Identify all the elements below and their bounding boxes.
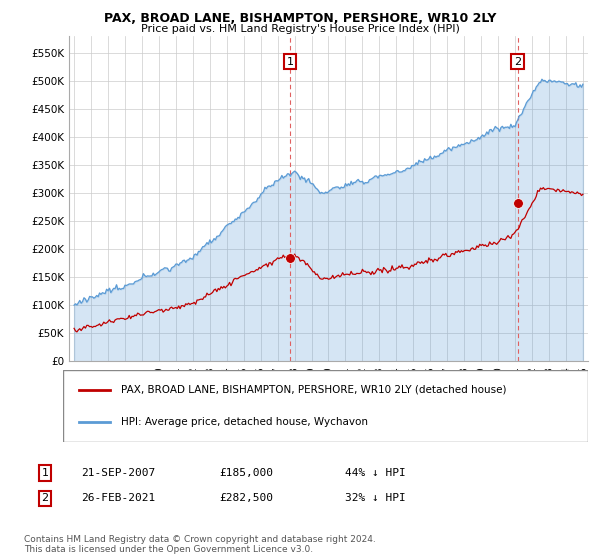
Text: 1: 1 (286, 57, 293, 67)
Text: Contains HM Land Registry data © Crown copyright and database right 2024.
This d: Contains HM Land Registry data © Crown c… (24, 535, 376, 554)
FancyBboxPatch shape (63, 370, 588, 442)
Text: PAX, BROAD LANE, BISHAMPTON, PERSHORE, WR10 2LY (detached house): PAX, BROAD LANE, BISHAMPTON, PERSHORE, W… (121, 385, 506, 395)
Text: 26-FEB-2021: 26-FEB-2021 (81, 493, 155, 503)
Text: 2: 2 (41, 493, 49, 503)
Text: 32% ↓ HPI: 32% ↓ HPI (345, 493, 406, 503)
Text: 44% ↓ HPI: 44% ↓ HPI (345, 468, 406, 478)
Text: PAX, BROAD LANE, BISHAMPTON, PERSHORE, WR10 2LY: PAX, BROAD LANE, BISHAMPTON, PERSHORE, W… (104, 12, 496, 25)
Text: 1: 1 (41, 468, 49, 478)
Text: 21-SEP-2007: 21-SEP-2007 (81, 468, 155, 478)
Text: 2: 2 (514, 57, 521, 67)
Text: Price paid vs. HM Land Registry's House Price Index (HPI): Price paid vs. HM Land Registry's House … (140, 24, 460, 34)
Text: HPI: Average price, detached house, Wychavon: HPI: Average price, detached house, Wych… (121, 417, 368, 427)
Text: £282,500: £282,500 (219, 493, 273, 503)
Text: £185,000: £185,000 (219, 468, 273, 478)
